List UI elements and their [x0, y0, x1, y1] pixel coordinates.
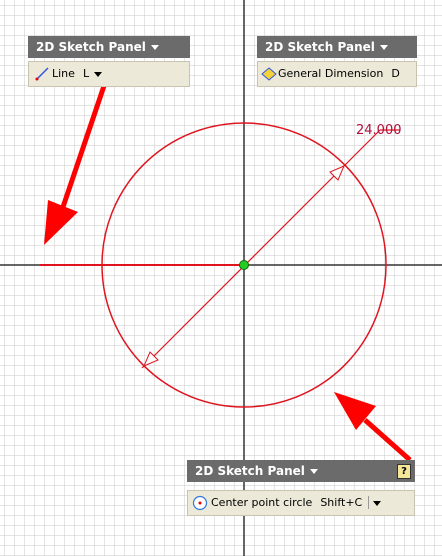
sketch-panel: 2D Sketch Panel ? Center point circle Shi… — [187, 460, 415, 516]
panel-title-bar[interactable]: 2D Sketch Panel ? — [187, 460, 415, 482]
tool-button[interactable]: Line L — [28, 61, 190, 87]
dropdown-button[interactable] — [368, 496, 382, 509]
sketch-panel: 2D Sketch Panel Line L — [28, 36, 190, 87]
dimension-value: 24.000 — [356, 123, 402, 138]
tool-label: Line — [52, 67, 75, 80]
panel-title: 2D Sketch Panel — [195, 464, 305, 478]
tool-shortcut: L — [82, 67, 90, 80]
dropdown-caret — [309, 469, 318, 474]
dropdown-caret — [150, 45, 159, 50]
dropdown-caret[interactable] — [94, 71, 103, 77]
help-button[interactable]: ? — [397, 464, 411, 479]
panel-title: 2D Sketch Panel — [36, 40, 146, 54]
callout-arrow — [59, 79, 109, 211]
center-point — [239, 260, 249, 270]
panel-title: 2D Sketch Panel — [265, 40, 375, 54]
dimension-arrow — [329, 165, 345, 181]
tool-label: General Dimension — [278, 67, 384, 80]
dropdown-caret — [373, 500, 382, 506]
callout-arrowhead — [334, 392, 376, 430]
sketch-panel: 2D Sketch Panel General Dimension D — [257, 36, 417, 87]
callout-arrowhead — [44, 200, 78, 245]
dropdown-caret — [379, 45, 388, 50]
panel-title-bar[interactable]: 2D Sketch Panel — [28, 36, 190, 58]
dimension-icon — [261, 67, 277, 81]
tool-shortcut: D — [391, 67, 400, 80]
callout-arrow — [363, 418, 412, 462]
dimension-arrow — [143, 351, 159, 367]
panel-title-bar[interactable]: 2D Sketch Panel — [257, 36, 417, 58]
tool-label: Center point circle — [211, 496, 313, 509]
circle-icon — [192, 495, 208, 511]
line-icon — [35, 67, 49, 81]
tool-button[interactable]: Center point circle Shift+C — [187, 490, 415, 516]
tool-shortcut: Shift+C — [320, 496, 363, 509]
tool-button[interactable]: General Dimension D — [257, 61, 417, 87]
